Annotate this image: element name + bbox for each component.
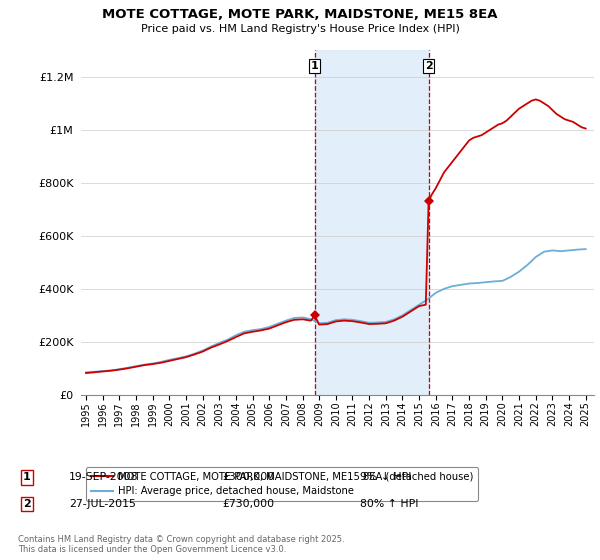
Text: 9% ↓ HPI: 9% ↓ HPI bbox=[360, 472, 412, 482]
Text: Price paid vs. HM Land Registry's House Price Index (HPI): Price paid vs. HM Land Registry's House … bbox=[140, 24, 460, 34]
Text: 27-JUL-2015: 27-JUL-2015 bbox=[69, 499, 136, 509]
Text: 80% ↑ HPI: 80% ↑ HPI bbox=[360, 499, 419, 509]
Text: 1: 1 bbox=[311, 61, 319, 71]
Legend: MOTE COTTAGE, MOTE PARK, MAIDSTONE, ME15 8EA (detached house), HPI: Average pric: MOTE COTTAGE, MOTE PARK, MAIDSTONE, ME15… bbox=[86, 467, 478, 501]
Text: MOTE COTTAGE, MOTE PARK, MAIDSTONE, ME15 8EA: MOTE COTTAGE, MOTE PARK, MAIDSTONE, ME15… bbox=[102, 8, 498, 21]
Text: 1: 1 bbox=[23, 472, 31, 482]
Text: 19-SEP-2008: 19-SEP-2008 bbox=[69, 472, 139, 482]
Bar bbox=[314, 50, 428, 395]
Text: 2: 2 bbox=[425, 61, 433, 71]
Text: £300,000: £300,000 bbox=[222, 472, 274, 482]
Text: Contains HM Land Registry data © Crown copyright and database right 2025.
This d: Contains HM Land Registry data © Crown c… bbox=[18, 535, 344, 554]
Text: 2: 2 bbox=[23, 499, 31, 509]
Text: £730,000: £730,000 bbox=[222, 499, 274, 509]
